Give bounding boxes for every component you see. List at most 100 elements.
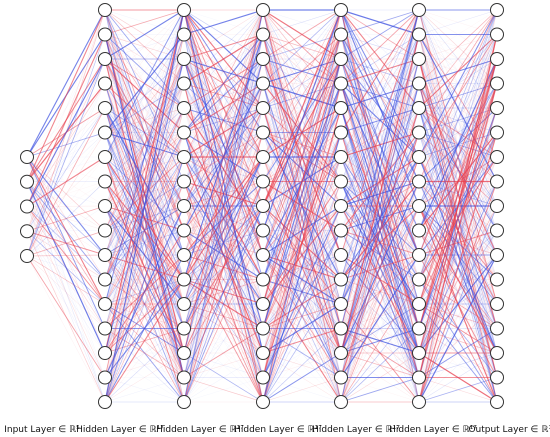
connection-edges [26, 9, 498, 403]
connection-edge [418, 9, 498, 256]
connection-edge [183, 205, 264, 378]
connection-edge [183, 279, 264, 354]
connection-edge [262, 254, 342, 378]
connection-edge [340, 9, 420, 182]
connection-edge [340, 254, 420, 378]
connection-edge [183, 9, 264, 158]
connection-edge [183, 83, 264, 256]
connection-edge [262, 132, 342, 207]
connection-edge [104, 9, 185, 207]
input-neuron [20, 224, 34, 239]
connection-edge [183, 34, 264, 182]
connection-edge [262, 9, 342, 84]
connection-edge [183, 303, 264, 403]
connection-edge [104, 58, 185, 182]
hidden-neuron [256, 52, 270, 66]
connection-edge [183, 83, 264, 182]
connection-edge [418, 9, 498, 60]
connection-edge [418, 83, 498, 256]
connection-edge [262, 107, 342, 182]
connection-edge [183, 83, 264, 207]
connection-edge [340, 9, 420, 378]
connection-edge [418, 328, 498, 403]
connection-edge [183, 58, 264, 85]
connection-edge [340, 9, 420, 403]
connection-edge [262, 205, 342, 231]
connection-edge [262, 132, 342, 403]
connection-edge [183, 58, 264, 329]
output-neuron [490, 248, 504, 262]
connection-edge [340, 107, 420, 378]
connection-edge [183, 352, 264, 403]
connection-edge [26, 231, 106, 280]
connection-edge [104, 107, 185, 182]
connection-edge [418, 58, 498, 231]
connection-edge [183, 9, 264, 354]
connection-edge [183, 254, 264, 305]
connection-edge [26, 83, 106, 257]
hidden-neuron [412, 297, 426, 311]
connection-edge [104, 107, 185, 280]
connection-edge [104, 205, 185, 280]
connection-edge [340, 352, 420, 403]
connection-edge [26, 205, 106, 207]
connection-edge [340, 9, 420, 280]
connection-edge [340, 9, 420, 329]
connection-edge [418, 107, 498, 231]
connection-edge [104, 9, 185, 109]
connection-edge [418, 254, 498, 403]
connection-edge [183, 156, 264, 329]
connection-edge [104, 205, 185, 305]
connection-edge [104, 205, 185, 231]
connection-edge [104, 328, 185, 378]
connection-edge [26, 107, 106, 182]
connection-edge [183, 205, 264, 403]
connection-edge [26, 107, 106, 257]
connection-edge [104, 34, 185, 256]
hidden-neuron [177, 297, 191, 311]
connection-edge [183, 34, 264, 403]
connection-edge [418, 328, 498, 354]
connection-edge [104, 34, 185, 158]
connection-edge [104, 205, 185, 231]
connection-edge [104, 230, 185, 378]
connection-edge [104, 181, 185, 403]
hidden-neuron [98, 248, 112, 262]
connection-edge [262, 303, 342, 329]
connection-edge [340, 279, 420, 403]
connection-edge [104, 58, 185, 207]
layer-label-hidden-2: Hidden Layer ∈ ℝ¹⁷ [156, 425, 244, 435]
connection-edge [418, 230, 498, 378]
output-neuron [490, 27, 504, 42]
output-neuron [490, 52, 504, 66]
connection-edge [26, 58, 106, 257]
connection-edge [340, 58, 420, 158]
connection-edge [183, 9, 264, 207]
connection-edge [104, 34, 185, 354]
connection-edge [26, 255, 106, 354]
connection-edge [262, 352, 342, 378]
hidden-neuron [177, 174, 191, 189]
connection-edge [340, 34, 420, 329]
hidden-neuron [412, 370, 426, 385]
connection-edge [104, 34, 185, 60]
connection-edge [183, 156, 264, 403]
connection-edge [183, 34, 264, 305]
connection-edge [262, 279, 342, 354]
hidden-neuron [98, 101, 112, 115]
connection-edge [418, 377, 498, 403]
connection-edge [262, 107, 342, 378]
connection-edge [418, 34, 498, 403]
connection-edge [26, 206, 106, 231]
connection-edge [262, 328, 342, 403]
connection-edge [183, 58, 264, 133]
connection-edge [262, 34, 342, 158]
connection-edge [262, 58, 342, 354]
connection-edge [183, 279, 264, 354]
connection-edge [183, 83, 264, 378]
connection-edge [104, 9, 185, 182]
hidden-neuron [98, 395, 112, 409]
connection-edge [262, 83, 342, 354]
connection-edge [104, 34, 185, 403]
connection-edge [262, 254, 342, 403]
